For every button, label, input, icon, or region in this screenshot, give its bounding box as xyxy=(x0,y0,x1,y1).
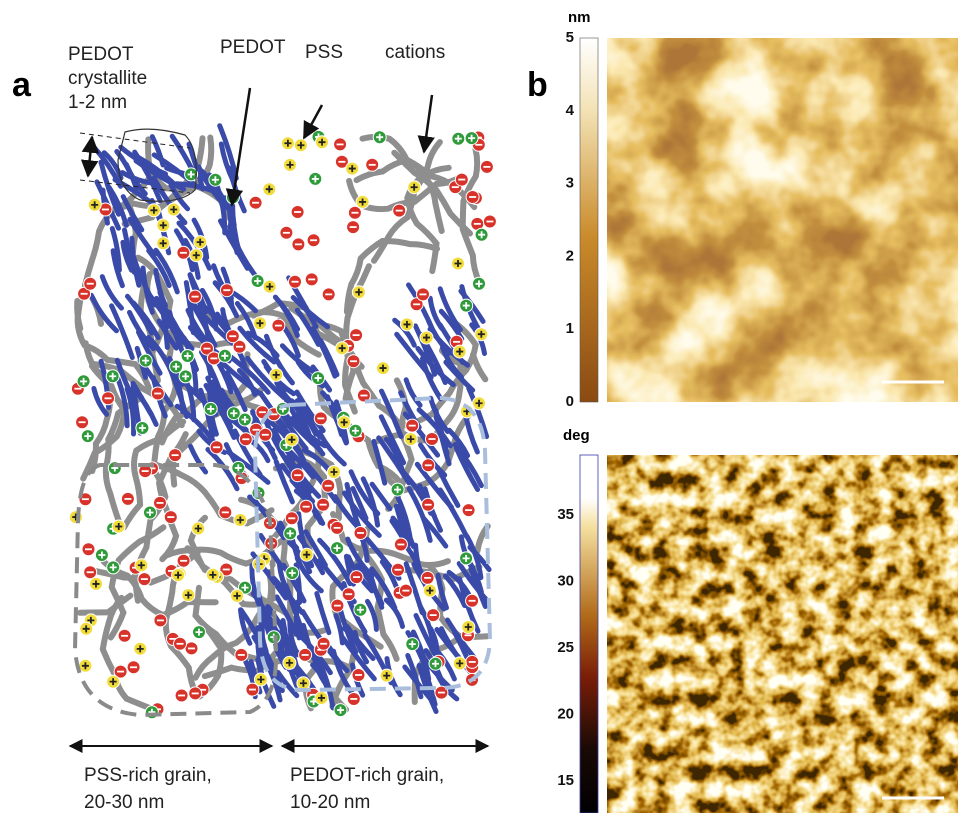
pointer-arrow xyxy=(424,95,432,152)
schematic xyxy=(69,126,496,719)
scale-tick-label: 3 xyxy=(566,175,574,192)
scale-tick-label: 0 xyxy=(566,393,574,410)
scale-tick-label: 1 xyxy=(566,320,574,337)
pedot-strand xyxy=(230,227,256,277)
size-arrow xyxy=(88,137,92,176)
scale-tick-label: 20 xyxy=(557,705,574,722)
annotation: 20-30 nm xyxy=(84,792,164,813)
annotation: PSS-rich grain, xyxy=(84,765,212,786)
phase-image xyxy=(607,455,958,813)
scale-tick-label: 4 xyxy=(566,102,575,119)
scale-tick-label: 15 xyxy=(557,772,574,789)
pedot-strand xyxy=(191,446,206,472)
scale-tick-label: 2 xyxy=(566,247,574,264)
panel-label: a xyxy=(12,66,32,104)
annotation: PEDOT xyxy=(68,44,134,65)
pedot-strand xyxy=(382,391,402,437)
pss-chain xyxy=(166,566,196,694)
annotation: PEDOT xyxy=(220,37,286,58)
pedot-strand xyxy=(406,380,420,405)
annotation: cations xyxy=(385,42,445,63)
annotation: 10-20 nm xyxy=(290,792,370,813)
panel-label: b xyxy=(527,66,548,104)
scale-tick-label: 25 xyxy=(557,639,574,656)
annotation: crystallite xyxy=(68,68,147,89)
height-image xyxy=(607,38,958,402)
annotation: 1-2 nm xyxy=(68,92,127,113)
phase-colorbar xyxy=(580,455,598,813)
scale-tick-label: 30 xyxy=(557,572,574,589)
pedot-strand xyxy=(282,623,284,665)
scale-tick-label: 35 xyxy=(557,506,574,523)
annotation: PSS xyxy=(305,42,343,63)
height-colorbar xyxy=(580,38,598,402)
scale-unit: nm xyxy=(568,9,591,26)
pointer-arrow xyxy=(232,88,250,205)
pss-chain xyxy=(463,149,480,282)
pedot-strand xyxy=(296,602,299,638)
pedot-strand xyxy=(317,594,329,633)
annotation: PEDOT-rich grain, xyxy=(290,765,444,786)
scale-unit: deg xyxy=(563,427,590,444)
scale-tick-label: 5 xyxy=(566,29,574,46)
figure: a PEDOT crystallite 1-2 nm PEDOT PSS cat… xyxy=(0,0,958,813)
